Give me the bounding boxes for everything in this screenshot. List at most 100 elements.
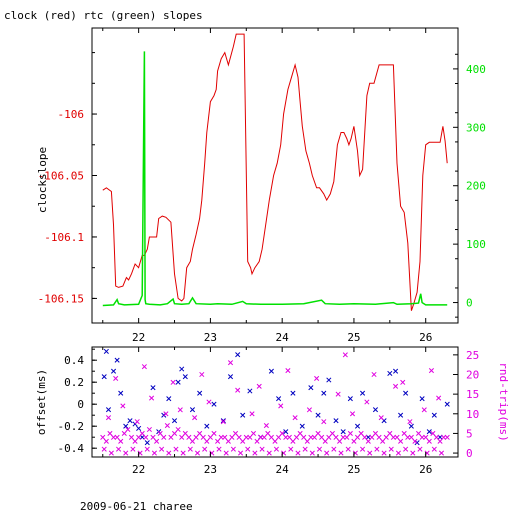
rtt-point [149,395,155,401]
rtt-point [114,434,120,440]
bottom-y-tick-label: 0.4 [64,354,84,367]
rtt-point [367,450,373,456]
rtt-point [132,438,138,444]
top-y2-tick-label: 0 [466,297,473,310]
rtt-point [171,430,178,436]
rtt-point [430,430,436,436]
top-y2-ticks: 0 100 200 300 400 [453,53,486,318]
rtt-point [333,434,339,440]
bottom-y2-tick-label: 10 [466,408,479,421]
offset-point [419,396,425,402]
rtc-slope-line [102,51,448,307]
rtt-point [121,430,127,436]
rtt-point [319,434,325,440]
bottom-y-axis-label: offset(ms) [35,369,48,435]
offset-point [220,418,226,424]
offset-point [398,412,404,418]
offset-point [182,374,188,380]
rtt-point [347,430,353,436]
rtt-point [349,411,356,417]
rtt-point [202,446,208,452]
rtt-point [192,415,198,421]
offset-point [387,370,393,376]
rtt-point [113,375,119,381]
rtt-point [436,395,442,401]
bottom-y2-tick-label: 20 [466,369,479,382]
top-y2-tick-label: 100 [466,238,486,251]
offset-point [326,377,332,383]
rtt-point [324,450,330,456]
rtt-point [292,415,298,421]
rtt-point [108,450,114,456]
top-x-tick-label: 25 [347,331,360,344]
offset-point [227,374,234,380]
bottom-plot-frame [91,346,459,458]
offset-point [150,385,156,391]
rtt-point [338,450,344,456]
rtt-point [123,450,129,456]
offset-point [123,423,129,429]
top-x-tick-label: 23 [204,331,217,344]
rtt-point [265,430,271,436]
rtt-point [444,434,450,440]
offset-point [333,418,339,424]
rtt-point [351,438,357,444]
rtt-point [279,430,285,436]
rtt-point [151,450,157,456]
rtt-point [250,430,257,436]
rtt-point [261,434,267,440]
top-panel: 22 23 24 25 26 -106 -106.05 -106.1 -106.15 0 100… [36,27,486,344]
top-y-tick-label: -106 [58,108,85,121]
rtt-point [395,450,401,456]
rtt-point [223,450,229,456]
rtt-point [166,450,172,456]
offset-point [315,412,321,418]
bottom-x-ticks: 22 23 24 25 26 [102,347,432,476]
bottom-y-tick-label: -0.4 [58,442,85,455]
rtt-point [407,419,413,425]
offset-point [444,401,450,407]
rtt-point [285,368,291,374]
rtt-point [331,446,337,452]
rtt-point [105,415,112,421]
rtt-point [263,423,269,429]
rtt-point [359,446,366,452]
rtt-point [311,434,318,440]
top-x-ticks: 22 23 24 25 26 [102,28,432,344]
rtt-point [161,434,167,440]
top-y-tick-label: -106.15 [38,292,84,305]
rtt-point [266,450,272,456]
rtt-point [408,434,414,440]
clock-series-group [102,33,448,311]
rtt-point [290,438,296,444]
rtt-point [421,407,427,413]
rtt-point [388,446,394,452]
bottom-x-tick-label: 25 [347,463,360,476]
rtt-point [144,446,150,452]
rtt-point [168,434,174,440]
rtt-point [128,434,135,440]
offset-point [359,390,366,396]
rtt-point [423,434,429,440]
rtt-point [199,371,205,378]
offset-point [340,429,346,435]
offset-point [283,429,289,435]
rtt-point [316,446,323,452]
rtt-point [194,450,201,456]
bottom-y2-tick-label: 5 [466,427,473,440]
top-x-tick-label: 22 [132,331,145,344]
rtt-point [197,430,203,436]
rtt-point [428,368,435,374]
top-y-tick-label: -106.1 [44,231,84,244]
rtt-point [200,434,206,440]
rtt-point [394,434,400,440]
rtt-point [398,438,404,444]
bottom-y-ticks: 0.4 0.2 0 -0.2 -0.4 [58,348,97,455]
rtt-point [211,430,217,436]
bottom-x-tick-label: 26 [419,463,432,476]
rtt-point [164,423,170,429]
rtt-point [374,446,380,452]
top-plot-frame [91,27,459,324]
bottom-y2-tick-label: 15 [466,388,479,401]
